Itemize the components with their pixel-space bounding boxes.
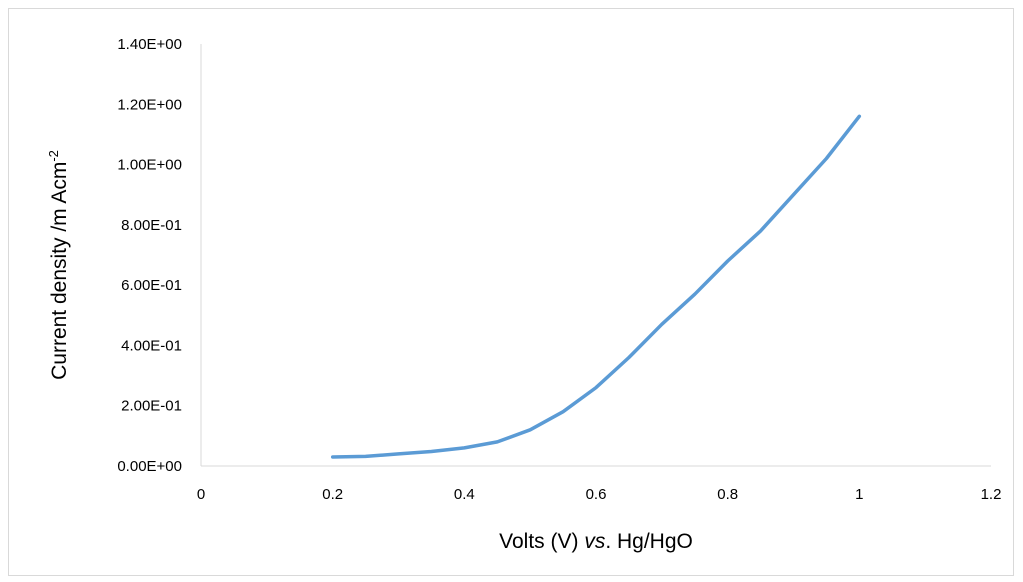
- y-axis-title-superscript: -2: [46, 150, 61, 162]
- y-axis-title: Current density /m Acm-2: [46, 150, 71, 380]
- y-tick-label: 1.40E+00: [117, 36, 182, 53]
- y-tick-labels: 0.00E+00 2.00E-01 4.00E-01 6.00E-01 8.00E-01…: [117, 36, 182, 475]
- axes: [200, 44, 991, 467]
- x-axis-title-italic: vs: [584, 530, 606, 553]
- x-tick-label: 0.8: [717, 486, 738, 503]
- x-tick-label: 1.2: [981, 486, 1002, 503]
- y-tick-label: 1.20E+00: [117, 96, 182, 113]
- x-tick-label: 0.2: [322, 486, 343, 503]
- x-tick-label: 0.6: [586, 486, 607, 503]
- y-axis-title-main: Current density /m Acm: [48, 162, 71, 380]
- x-tick-label: 1: [855, 486, 863, 503]
- y-tick-label: 6.00E-01: [121, 277, 182, 294]
- y-tick-label: 1.00E+00: [117, 157, 182, 174]
- x-tick-labels: 0 0.2 0.4 0.6 0.8 1 1.2: [197, 486, 1002, 503]
- x-axis-title-part: Volts (V): [499, 530, 584, 553]
- chart-frame: [8, 8, 1014, 576]
- series-line: [330, 114, 862, 459]
- y-tick-label: 2.00E-01: [121, 398, 182, 415]
- x-axis-title-part: . Hg/HgO: [605, 530, 693, 553]
- x-tick-label: 0: [197, 486, 205, 503]
- series-layer: [330, 114, 862, 459]
- y-tick-label: 0.00E+00: [117, 458, 182, 475]
- x-tick-label: 0.4: [454, 486, 475, 503]
- x-axis-title: Volts (V) vs. Hg/HgO: [499, 530, 693, 553]
- y-tick-label: 4.00E-01: [121, 337, 182, 354]
- y-tick-label: 8.00E-01: [121, 217, 182, 234]
